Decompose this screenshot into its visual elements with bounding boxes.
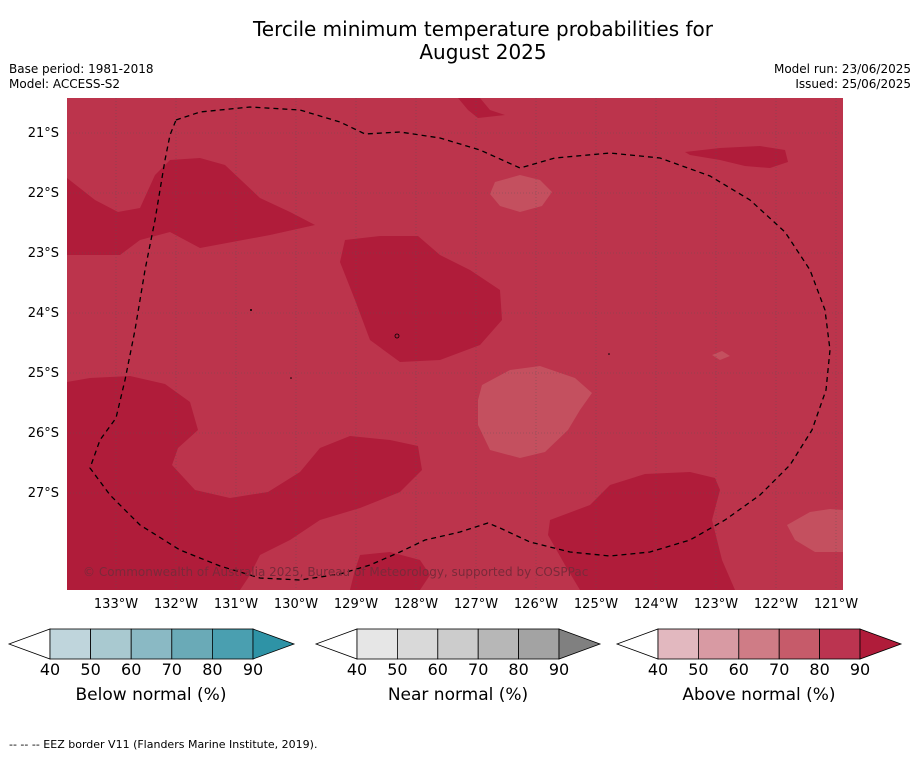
model-run-text: Model run: 23/06/2025 <box>773 62 911 76</box>
lat-label: 26°S <box>27 426 59 441</box>
colorbar-tick-label: 60 <box>121 660 142 679</box>
low-prob-region-center <box>478 366 592 458</box>
high-prob-region-northeast <box>685 146 788 168</box>
lat-label: 27°S <box>27 486 59 501</box>
colorbar-tick-label: 70 <box>161 660 182 679</box>
probability-contours <box>67 98 843 590</box>
eez-footnote: -- -- -- EEZ border V11 (Flanders Marine… <box>9 738 318 751</box>
colorbar-below-normal <box>7 628 296 660</box>
high-prob-region-center <box>340 236 502 362</box>
colorbar-segment <box>130 628 173 660</box>
colorbar-segment <box>211 628 254 660</box>
colorbar-extend-high <box>558 628 602 660</box>
colorbar-segment <box>90 628 132 660</box>
lon-label: 132°W <box>153 597 199 612</box>
colorbar-segment <box>356 628 398 660</box>
lon-label: 123°W <box>693 597 739 612</box>
lon-label: 125°W <box>573 597 619 612</box>
colorbar-tick-label: 40 <box>647 660 669 679</box>
colorbar-extend-low <box>7 628 51 660</box>
meta-right: Model run: 23/06/2025 Issued: 25/06/2025 <box>774 62 911 92</box>
colorbar-tick-label: 80 <box>508 660 529 679</box>
meta-left: Base period: 1981-2018 Model: ACCESS-S2 <box>9 62 154 92</box>
island-marker <box>608 353 610 355</box>
lon-label: 124°W <box>633 597 679 612</box>
high-prob-region-southwest <box>67 376 422 590</box>
eez-border <box>89 106 831 581</box>
island-marker <box>250 309 252 311</box>
colorbar-tick-label: 40 <box>346 660 368 679</box>
chart-title: Tercile minimum temperature probabilitie… <box>0 18 919 64</box>
title-line-1: Tercile minimum temperature probabilitie… <box>252 17 714 41</box>
colorbar-segment <box>657 628 699 660</box>
map-gridlines <box>67 98 843 590</box>
lon-label: 126°W <box>513 597 559 612</box>
colorbar-segment <box>171 628 213 660</box>
lat-label: 25°S <box>27 366 59 381</box>
issued-text: Issued: 25/06/2025 <box>795 77 911 91</box>
base-period-text: Base period: 1981-2018 <box>9 62 154 76</box>
lat-label: 22°S <box>27 186 59 201</box>
lon-label: 130°W <box>273 597 319 612</box>
lon-label: 129°W <box>333 597 379 612</box>
lat-label: 21°S <box>27 126 59 141</box>
colorbar-segment <box>49 628 91 660</box>
lon-label: 121°W <box>813 597 859 612</box>
colorbar-tick-label: 60 <box>427 660 448 679</box>
colorbar-tick-label: 40 <box>39 660 61 679</box>
colorbar-segment <box>698 628 740 660</box>
legend-title-near-normal: Near normal (%) <box>387 685 529 705</box>
colorbar-segment <box>396 628 439 660</box>
model-text: Model: ACCESS-S2 <box>9 77 121 91</box>
colorbar-segment <box>819 628 861 660</box>
colorbar-segment <box>477 628 520 660</box>
colorbar-tick-label: 90 <box>242 660 264 679</box>
lat-label: 24°S <box>27 306 59 321</box>
high-prob-region-northwest <box>67 158 315 255</box>
island-marker <box>290 377 292 379</box>
colorbar-extend-low <box>314 628 358 660</box>
colorbar-extend-low <box>615 628 659 660</box>
colorbar-tick-label: 60 <box>728 660 749 679</box>
lon-label: 127°W <box>453 597 499 612</box>
colorbar-tick-label: 70 <box>769 660 790 679</box>
colorbar-tick-label: 50 <box>688 660 709 679</box>
colorbar-tick-label: 50 <box>387 660 408 679</box>
colorbar-segment <box>518 628 560 660</box>
colorbar-tick-label: 90 <box>548 660 570 679</box>
lon-label: 133°W <box>93 597 139 612</box>
title-line-2: August 2025 <box>419 40 547 64</box>
high-prob-region-south <box>350 552 430 590</box>
legend-title-above-normal: Above normal (%) <box>682 685 836 705</box>
colorbar-tick-label: 50 <box>80 660 101 679</box>
colorbar-segment <box>738 628 780 660</box>
lon-label: 128°W <box>393 597 439 612</box>
copyright-text: © Commonwealth of Australia 2025, Bureau… <box>83 565 589 579</box>
colorbar-tick-label: 80 <box>202 660 223 679</box>
lat-label: 23°S <box>27 246 59 261</box>
high-prob-region-southeast <box>548 472 735 590</box>
colorbar-segment <box>437 628 479 660</box>
colorbar-extend-high <box>859 628 903 660</box>
colorbar-above-normal <box>615 628 903 660</box>
colorbar-tick-label: 90 <box>849 660 871 679</box>
colorbar-segment <box>778 628 821 660</box>
lon-label: 131°W <box>213 597 259 612</box>
legend-title-below-normal: Below normal (%) <box>75 685 227 705</box>
colorbar-tick-label: 80 <box>809 660 830 679</box>
island-marker <box>394 333 400 339</box>
low-prob-region-north <box>490 175 552 212</box>
low-prob-region-southeast <box>787 509 843 552</box>
high-prob-region-top <box>458 98 505 118</box>
colorbar-near-normal <box>314 628 602 660</box>
colorbar-tick-label: 70 <box>468 660 489 679</box>
low-prob-region-east <box>712 351 730 360</box>
lon-label: 122°W <box>753 597 799 612</box>
colorbar-extend-high <box>252 628 296 660</box>
